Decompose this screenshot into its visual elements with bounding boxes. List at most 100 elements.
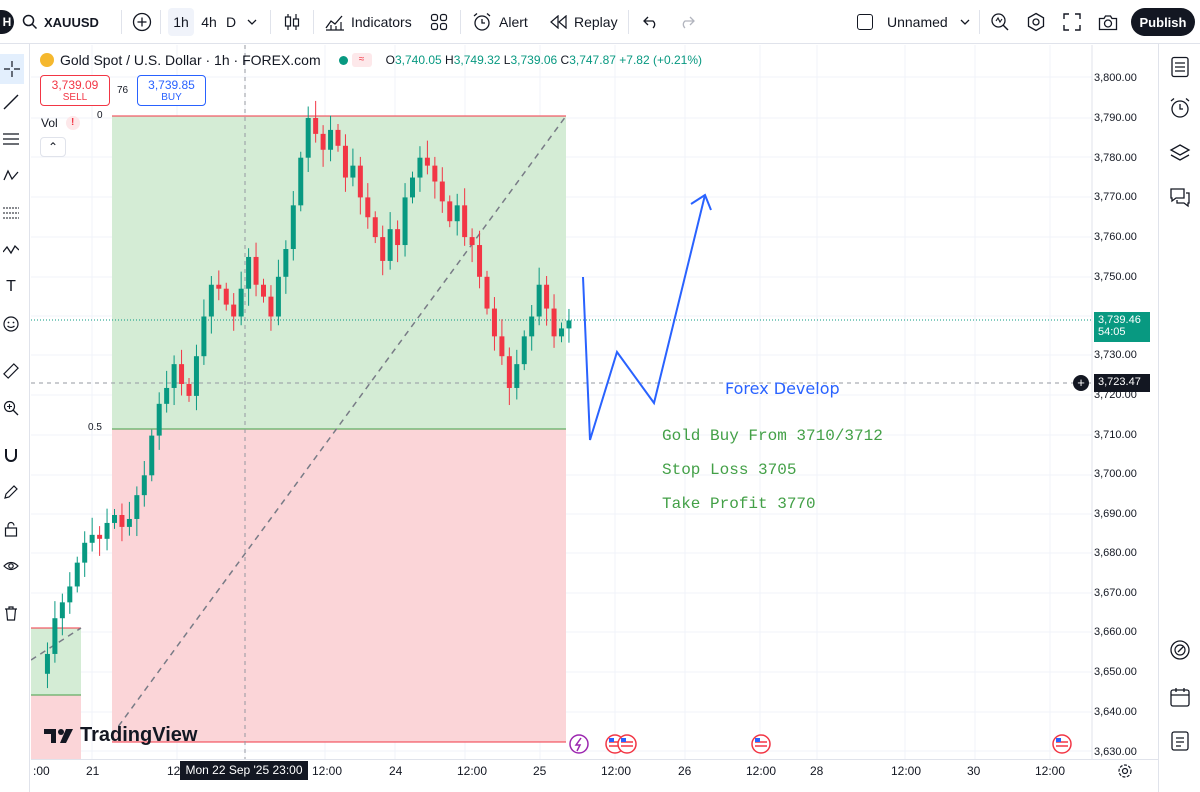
magnet-tool[interactable] bbox=[0, 444, 22, 466]
publish-button[interactable]: Publish bbox=[1131, 8, 1195, 36]
buy-price: 3,739.85 bbox=[148, 78, 195, 92]
candle-body bbox=[544, 284, 550, 309]
interval-1h-button[interactable]: 1h bbox=[168, 8, 194, 36]
candles-icon bbox=[284, 14, 300, 30]
us-flag-event-icon bbox=[621, 738, 626, 742]
alerts-button[interactable] bbox=[1167, 95, 1193, 121]
symbol-search[interactable]: XAUUSD bbox=[22, 8, 99, 36]
object-tree-button[interactable] bbox=[1167, 140, 1193, 166]
zoom-tool[interactable] bbox=[0, 397, 22, 419]
watchlist-button[interactable] bbox=[1167, 54, 1193, 80]
candle-body bbox=[201, 316, 207, 357]
current-price-tag[interactable]: 3,739.46 54:05 bbox=[1094, 312, 1150, 342]
lock-drawings-tool[interactable] bbox=[0, 518, 22, 540]
interval-4h-button[interactable]: 4h bbox=[201, 14, 217, 30]
candle-body bbox=[164, 387, 170, 404]
remove-drawings-tool[interactable] bbox=[0, 602, 22, 624]
fullscreen-button[interactable] bbox=[1061, 8, 1083, 36]
measure-tool[interactable] bbox=[0, 360, 22, 382]
chart-type-button[interactable] bbox=[281, 8, 303, 36]
ideas-button[interactable] bbox=[1167, 637, 1193, 663]
collapse-legend-button[interactable]: ⌃ bbox=[40, 137, 66, 157]
take-profit-annotation: Take Profit 3770 bbox=[662, 495, 816, 513]
time-label: 21 bbox=[86, 764, 100, 778]
undo-button[interactable] bbox=[640, 8, 662, 36]
interval-dropdown[interactable] bbox=[243, 8, 261, 36]
candle-body bbox=[216, 284, 222, 289]
notifications-button[interactable] bbox=[1167, 727, 1193, 753]
crosshair-time-tag: Mon 22 Sep '25 23:00 bbox=[180, 761, 308, 780]
price-label: 3,800.00 bbox=[1094, 72, 1137, 84]
buy-button[interactable]: 3,739.85 BUY bbox=[137, 75, 206, 106]
snapshot-button[interactable] bbox=[1097, 8, 1119, 36]
emoji-tool[interactable] bbox=[0, 313, 22, 335]
alert-button[interactable]: Alert bbox=[472, 8, 528, 36]
layout-name: Unnamed bbox=[887, 14, 948, 30]
prediction-tool[interactable] bbox=[0, 239, 22, 261]
add-alert-button[interactable]: + bbox=[1073, 375, 1089, 391]
eye-icon bbox=[3, 561, 19, 571]
volume-legend[interactable]: Vol ! bbox=[41, 116, 80, 130]
divider bbox=[628, 10, 629, 34]
candle-body bbox=[469, 237, 475, 246]
stay-drawing-tool[interactable] bbox=[0, 481, 22, 503]
calendar-button[interactable] bbox=[1167, 684, 1193, 710]
candle-body bbox=[506, 356, 512, 388]
sell-button[interactable]: 3,739.09 SELL bbox=[40, 75, 110, 106]
candle-body bbox=[305, 118, 311, 158]
hide-drawings-tool[interactable] bbox=[0, 555, 22, 577]
redo-button[interactable] bbox=[676, 8, 698, 36]
candle-body bbox=[313, 118, 319, 134]
user-avatar[interactable]: H bbox=[0, 10, 14, 34]
candle-body bbox=[134, 495, 140, 519]
time-label: 24 bbox=[389, 764, 403, 778]
settings-button[interactable] bbox=[1025, 8, 1047, 36]
candle-body bbox=[536, 284, 542, 317]
divider bbox=[460, 10, 461, 34]
candle-body bbox=[104, 522, 110, 539]
candle-body bbox=[566, 320, 572, 329]
candle-body bbox=[424, 157, 430, 166]
open-value: 3,740.05 bbox=[394, 53, 442, 67]
text-tool[interactable]: T bbox=[0, 276, 22, 298]
warning-icon[interactable]: ! bbox=[65, 116, 80, 130]
fib-tool[interactable] bbox=[0, 202, 22, 224]
replay-button[interactable]: Replay bbox=[550, 8, 618, 36]
small-loss-zone bbox=[31, 695, 81, 759]
symbol-title[interactable]: Gold Spot / U.S. Dollar · 1h · FOREX.com bbox=[60, 52, 321, 68]
candle-body bbox=[328, 129, 334, 150]
quick-search-button[interactable] bbox=[989, 8, 1011, 36]
candle-body bbox=[477, 245, 483, 277]
pattern-tool[interactable] bbox=[0, 165, 22, 187]
chart-canvas[interactable] bbox=[31, 45, 1158, 759]
stop-loss-annotation: Stop Loss 3705 bbox=[662, 461, 797, 479]
time-label: 12:00 bbox=[457, 764, 488, 778]
compare-symbol-button[interactable] bbox=[131, 8, 153, 36]
axis-settings-button[interactable] bbox=[1117, 763, 1133, 779]
horizontal-lines-tool[interactable] bbox=[0, 128, 22, 150]
current-price: 3,739.46 bbox=[1098, 314, 1141, 326]
us-flag-event-icon bbox=[1052, 734, 1072, 754]
loss-zone bbox=[112, 429, 566, 742]
fullscreen-icon bbox=[1063, 13, 1081, 31]
indicators-button[interactable]: Indicators bbox=[325, 8, 412, 36]
price-chart[interactable] bbox=[31, 45, 1158, 759]
candle-body bbox=[387, 229, 393, 261]
chats-button[interactable] bbox=[1167, 185, 1193, 211]
pattern-icon bbox=[3, 169, 19, 181]
us-flag-event-icon bbox=[1056, 738, 1061, 742]
candle-body bbox=[208, 284, 214, 317]
data-source-badge[interactable]: ≈ bbox=[351, 53, 372, 67]
crosshair-tool[interactable] bbox=[0, 54, 24, 84]
tradingview-logo[interactable]: TradingView bbox=[44, 724, 197, 747]
layout-selector[interactable]: Unnamed bbox=[857, 8, 970, 36]
interval-d-button[interactable]: D bbox=[225, 14, 237, 30]
trend-line-tool[interactable] bbox=[0, 91, 22, 113]
indicators-icon bbox=[325, 15, 344, 31]
lines-icon bbox=[3, 133, 19, 145]
time-label: 30 bbox=[967, 764, 981, 778]
templates-button[interactable] bbox=[428, 8, 450, 36]
watermark-text: Forex Develop bbox=[725, 379, 840, 398]
right-toolbar bbox=[1158, 44, 1200, 792]
profit-zone bbox=[112, 116, 566, 429]
